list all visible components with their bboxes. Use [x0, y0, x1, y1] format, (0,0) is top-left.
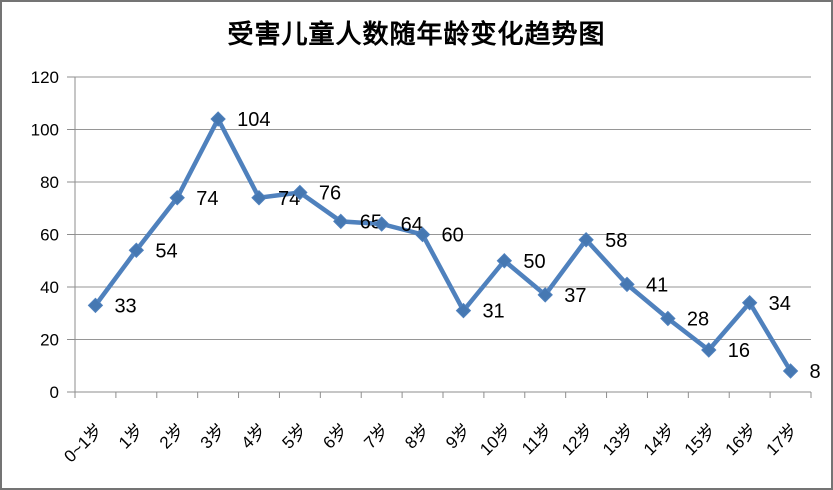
y-tick-label: 20	[40, 331, 59, 350]
y-tick-label: 120	[31, 68, 59, 87]
x-tick-label: 9岁	[442, 420, 474, 452]
data-point-marker	[414, 226, 431, 243]
y-tick-label: 80	[40, 173, 59, 192]
x-tick-label: 15岁	[681, 420, 720, 459]
data-point-marker	[333, 213, 349, 230]
data-point-label: 54	[155, 240, 177, 262]
data-point-label: 41	[646, 274, 668, 296]
x-tick-label: 5岁	[279, 420, 311, 452]
x-tick-label: 14岁	[640, 420, 679, 459]
data-point-label: 34	[769, 293, 791, 315]
data-point-marker	[373, 216, 390, 232]
data-point-label: 104	[237, 109, 270, 131]
data-point-marker	[496, 253, 513, 269]
x-tick-label: 11岁	[518, 420, 556, 458]
data-point-label: 64	[401, 214, 423, 236]
data-point-label: 65	[360, 211, 382, 233]
data-point-marker	[455, 302, 472, 319]
x-tick-label: 8岁	[401, 420, 433, 452]
chart-title: 受害儿童人数随年龄变化趋势图	[227, 20, 606, 49]
data-point-label: 60	[442, 225, 464, 247]
data-point-marker	[251, 190, 267, 206]
y-tick-label: 40	[40, 278, 59, 297]
data-point-marker	[741, 295, 758, 311]
y-tick-label: 0	[50, 383, 59, 402]
x-tick-label: 16岁	[722, 420, 761, 459]
x-tick-label: 1岁	[115, 420, 147, 452]
data-point-label: 50	[523, 251, 545, 273]
data-point-marker	[128, 242, 145, 258]
data-point-marker	[660, 310, 676, 327]
data-point-marker	[619, 276, 635, 293]
data-point-label: 37	[564, 285, 586, 307]
data-point-label: 16	[728, 340, 750, 362]
series-line	[93, 114, 793, 374]
x-tick-label: 7岁	[360, 420, 392, 452]
data-point-marker	[701, 342, 717, 358]
data-point-marker	[169, 190, 185, 206]
x-tick-label: 17岁	[763, 420, 802, 459]
data-point-label: 58	[605, 230, 627, 252]
data-point-marker	[537, 287, 553, 303]
data-point-label: 31	[482, 301, 504, 323]
y-tick-label: 100	[31, 121, 59, 140]
y-tick-label: 60	[40, 226, 59, 245]
data-point-marker	[292, 184, 308, 201]
data-point-marker	[210, 111, 226, 127]
data-point-marker	[578, 232, 594, 248]
data-point-marker	[87, 297, 104, 314]
data-point-label: 33	[114, 295, 136, 317]
x-tick-label: 13岁	[599, 420, 638, 459]
data-point-label: 28	[687, 309, 709, 331]
x-tick-label: 12岁	[558, 420, 597, 459]
data-point-label: 76	[319, 183, 341, 205]
x-tick-label: 2岁	[156, 420, 188, 452]
x-tick-label: 10岁	[476, 420, 515, 459]
data-point-label: 8	[810, 361, 821, 383]
x-tick-label: 4岁	[238, 420, 270, 452]
x-tick-label: 3岁	[197, 420, 229, 452]
data-point-marker	[782, 363, 799, 379]
data-point-label: 74	[196, 188, 218, 210]
x-tick-label: 6岁	[319, 420, 351, 452]
x-tick-label: 0~1岁	[60, 420, 106, 466]
